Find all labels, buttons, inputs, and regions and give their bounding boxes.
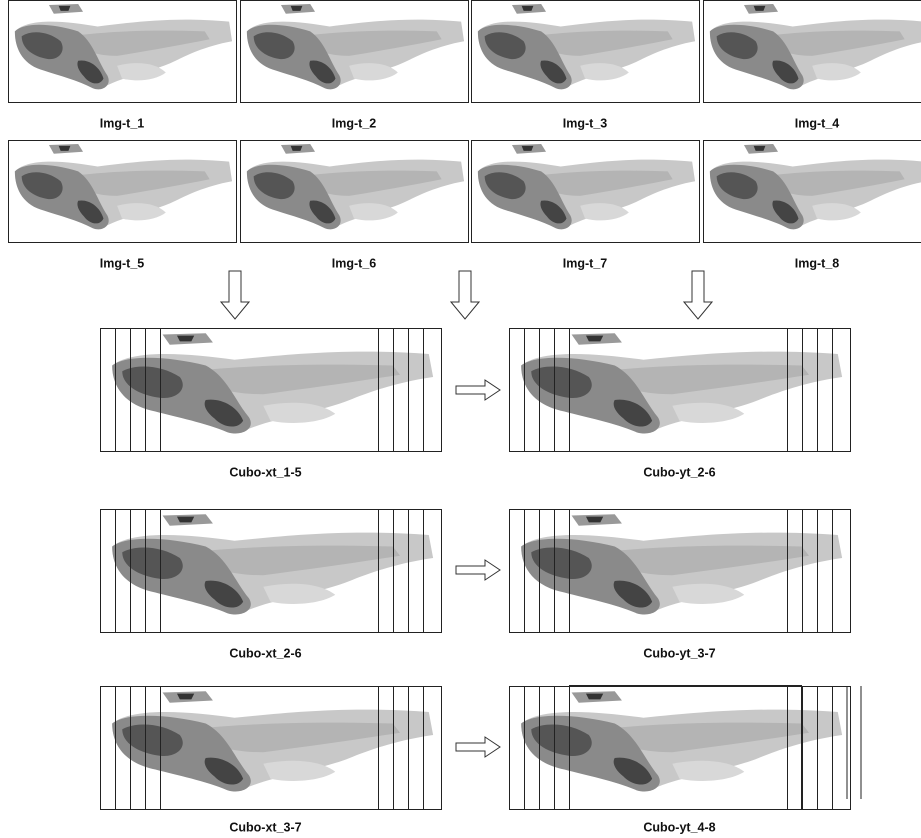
image-label: Img-t_8: [795, 256, 840, 270]
map-image: [14, 143, 233, 230]
cube-frame: [100, 328, 442, 452]
image-frame: [703, 0, 921, 103]
arrow-right: [455, 736, 501, 758]
map-image: [246, 143, 465, 230]
arrow-down: [683, 270, 713, 320]
cube-label: Cubo-yt_2-6: [643, 465, 715, 479]
cube-label: Cubo-yt_4-8: [643, 820, 715, 834]
image-frame: [8, 0, 237, 103]
image-frame: [8, 140, 237, 243]
cube-frame: [509, 328, 851, 452]
map-image: [477, 143, 696, 230]
image-frame: [240, 140, 469, 243]
cube-label: Cubo-xt_2-6: [229, 646, 301, 660]
arrow-right: [455, 559, 501, 581]
image-label: Img-t_1: [100, 116, 145, 130]
cube-frame: [509, 509, 851, 633]
cube-label: Cubo-xt_1-5: [229, 465, 301, 479]
map-image: [709, 3, 921, 90]
arrow-down: [450, 270, 480, 320]
cube-frame: [100, 686, 442, 810]
image-label: Img-t_5: [100, 256, 145, 270]
map-image: [709, 143, 921, 230]
map-image: [14, 3, 233, 90]
map-image: [477, 3, 696, 90]
image-frame: [471, 140, 700, 243]
image-label: Img-t_7: [563, 256, 608, 270]
image-frame: [240, 0, 469, 103]
map-image: [246, 3, 465, 90]
cube-label: Cubo-yt_3-7: [643, 646, 715, 660]
arrow-right: [455, 379, 501, 401]
arrow-down: [220, 270, 250, 320]
image-label: Img-t_3: [563, 116, 608, 130]
image-frame: [471, 0, 700, 103]
image-label: Img-t_6: [332, 256, 377, 270]
slice-frame: [569, 685, 802, 810]
image-frame: [703, 140, 921, 243]
cube-label: Cubo-xt_3-7: [229, 820, 301, 834]
image-label: Img-t_4: [795, 116, 840, 130]
cube-frame: [100, 509, 442, 633]
image-label: Img-t_2: [332, 116, 377, 130]
